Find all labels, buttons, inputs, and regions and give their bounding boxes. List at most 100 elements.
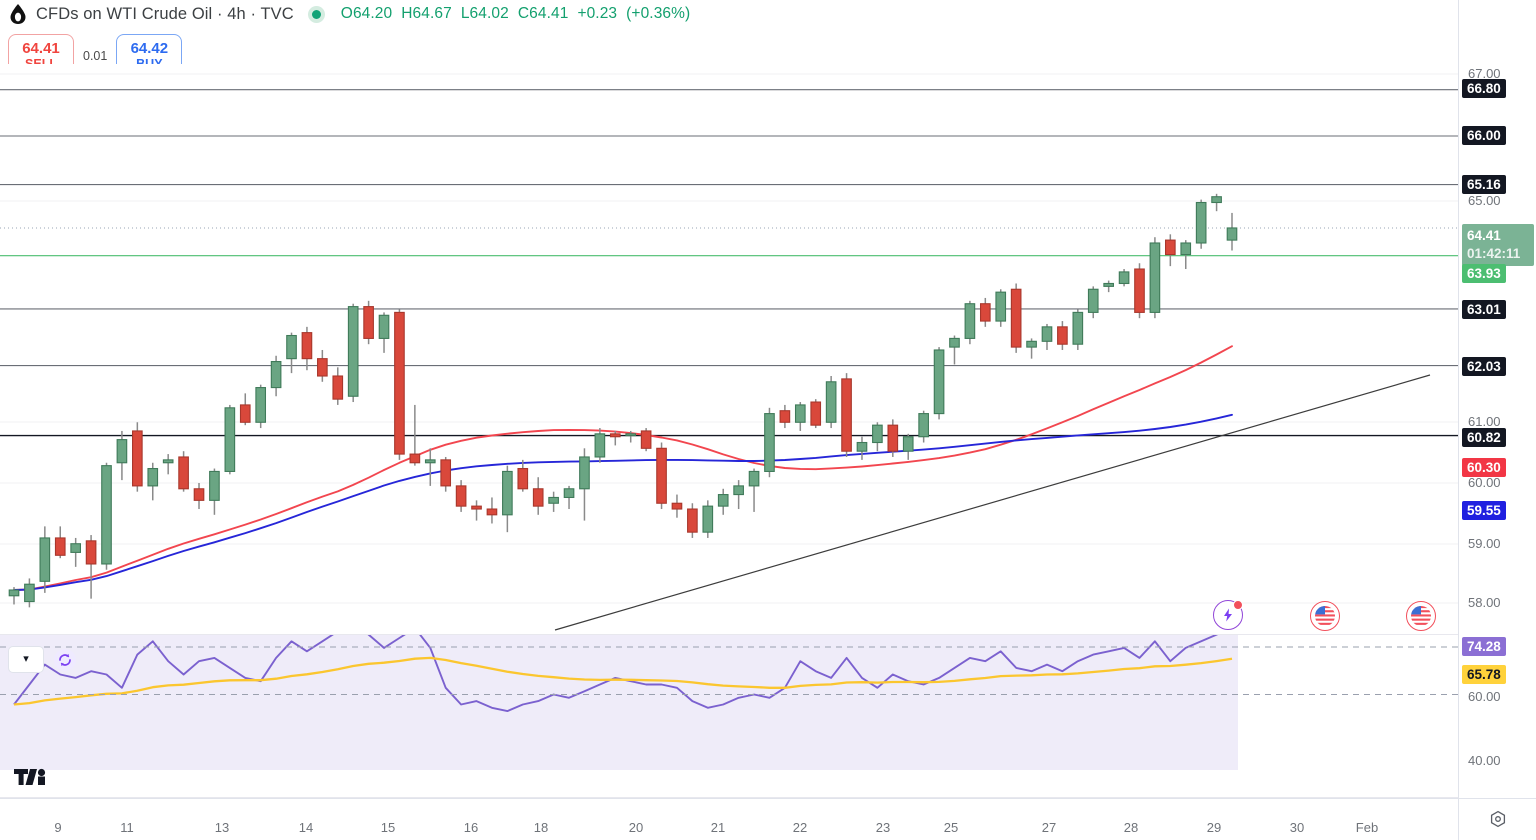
candlestick [85, 535, 97, 599]
candle-body [424, 459, 436, 464]
candle-body [1087, 288, 1099, 313]
current-price-value: 64.41 [1467, 228, 1501, 243]
price-chart-pane[interactable] [0, 64, 1458, 634]
time-tick: 23 [875, 820, 891, 835]
candlestick [764, 407, 775, 478]
candlestick [1195, 199, 1207, 249]
candlestick [502, 465, 513, 533]
chart-header: CFDs on WTI Crude Oil · 4h · TVC O64.20 H… [0, 0, 1466, 28]
candlestick [70, 537, 82, 567]
sell-price-marker[interactable]: 60.30 [1462, 458, 1506, 477]
candle-body [1164, 239, 1176, 256]
candlestick [409, 404, 421, 466]
ma-slow-line [13, 413, 1233, 591]
chart-settings-button[interactable] [1458, 798, 1536, 840]
candlestick [270, 355, 282, 397]
candle-body [687, 508, 698, 533]
candlestick [301, 326, 313, 371]
candle-body [1041, 326, 1053, 342]
indicator-divider [0, 797, 1458, 798]
price-tick: 59.00 [1468, 536, 1501, 551]
candlestick [24, 578, 35, 608]
ohlc-high: H64.67 [401, 5, 452, 22]
time-tick: 27 [1041, 820, 1057, 835]
candle-body [440, 459, 452, 487]
time-tick: 11 [120, 820, 134, 835]
candlestick [856, 436, 868, 460]
time-tick: 13 [214, 820, 230, 835]
us-flag-event-icon[interactable] [1406, 601, 1436, 631]
candle-body [255, 387, 267, 423]
candlestick [995, 289, 1007, 327]
time-tick: 30 [1289, 820, 1305, 835]
candle-body [70, 543, 82, 553]
candle-body [810, 401, 822, 426]
candlestick [1072, 309, 1084, 350]
candlestick [224, 404, 236, 475]
candle-body [162, 459, 174, 464]
candlestick [286, 332, 297, 374]
ohlc-low: L64.02 [460, 5, 509, 22]
candle-body [1118, 271, 1130, 285]
indicator-pane[interactable] [0, 635, 1458, 770]
candle-body [85, 540, 97, 565]
candle-body [347, 306, 359, 397]
indicator-value-label: 65.78 [1462, 665, 1506, 684]
candle-body [825, 381, 837, 423]
price-line-label[interactable]: 62.03 [1462, 357, 1506, 376]
candle-body [563, 488, 575, 499]
time-tick: 16 [463, 820, 479, 835]
price-chart-canvas [0, 73, 1458, 631]
candlestick [378, 312, 390, 353]
candlestick [702, 500, 714, 538]
candlestick [486, 497, 498, 524]
time-tick: 25 [943, 820, 959, 835]
candle-body [640, 430, 652, 449]
oil-drop-icon [8, 3, 28, 25]
pane-divider [0, 634, 1458, 635]
candlestick [455, 480, 467, 512]
indicator-canvas [0, 635, 1458, 770]
symbol-title[interactable]: CFDs on WTI Crude Oil · 4h · TVC [36, 4, 294, 23]
candlestick [162, 454, 174, 475]
indicator-collapse-button[interactable]: ▾ [8, 646, 44, 673]
candlestick [671, 494, 683, 518]
buy-price-marker[interactable]: 59.55 [1462, 501, 1506, 520]
candle-body [671, 502, 683, 510]
candle-body [394, 311, 405, 455]
candle-body [856, 441, 868, 452]
candle-body [517, 467, 529, 490]
price-line-label[interactable]: 65.16 [1462, 175, 1506, 194]
candlestick [872, 422, 883, 452]
refresh-icon[interactable] [54, 648, 76, 671]
candle-body [101, 465, 112, 565]
price-axis[interactable]: USD ▾ BLL ▾ 67.0065.0061.0060.0059.0058.… [1458, 0, 1536, 798]
time-tick: 29 [1206, 820, 1222, 835]
candlestick [1057, 321, 1068, 350]
lightning-event-icon[interactable] [1213, 600, 1243, 630]
candle-body [702, 505, 714, 533]
candlestick [949, 335, 960, 365]
candle-body [872, 424, 883, 444]
candlestick [640, 428, 652, 452]
candlestick [132, 422, 143, 492]
candle-body [409, 453, 421, 464]
candle-body [1134, 268, 1145, 313]
price-line-label[interactable]: 63.01 [1462, 300, 1506, 319]
price-line-label[interactable]: 66.00 [1462, 126, 1506, 145]
price-line-label[interactable]: 66.80 [1462, 79, 1506, 98]
candle-body [1010, 288, 1022, 348]
candlestick [440, 456, 452, 492]
candle-body [116, 439, 128, 464]
candle-body [24, 583, 35, 603]
candle-body [1211, 196, 1222, 204]
candlestick [733, 480, 744, 510]
candlestick [517, 459, 529, 492]
candle-body [579, 456, 590, 490]
price-line-label[interactable]: 60.82 [1462, 428, 1506, 447]
candlestick [933, 347, 945, 420]
time-axis[interactable]: 9 11 13 14 15 16 18 20 21 22 23 25 27 28 29 30 Feb [0, 798, 1536, 840]
candlestick [902, 433, 914, 460]
us-flag-event-icon[interactable] [1310, 601, 1340, 631]
